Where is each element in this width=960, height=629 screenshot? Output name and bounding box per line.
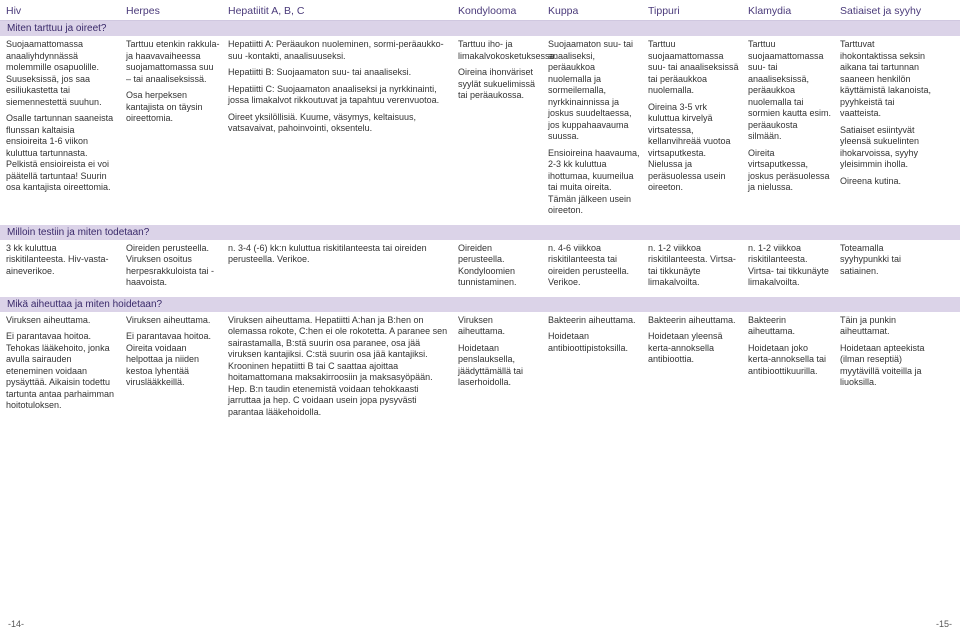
- cell-kondylooma-treatment: Viruksen aiheuttama. Hoidetaan penslauks…: [458, 315, 548, 424]
- cell-text: Viruksen aiheuttama. Hepatiitti A:han ja…: [228, 315, 450, 419]
- sti-comparison-table: Hiv Herpes Hepatiitit A, B, C Kondylooma…: [0, 0, 960, 623]
- cell-hiv-testing: 3 kk kuluttua riskitilanteesta. Hiv-vast…: [6, 243, 126, 294]
- cell-satiaiset-treatment: Täin ja punkin aiheuttamat. Hoidetaan ap…: [840, 315, 940, 424]
- cell-text: Hoidetaan apteekista (ilman reseptiä) my…: [840, 343, 932, 389]
- cell-text: Hepatiitti C: Suojaamaton anaaliseksi ja…: [228, 84, 450, 107]
- col-header-kuppa: Kuppa: [548, 5, 648, 17]
- cell-klamydia-testing: n. 1-2 viikkoa riskitilanteesta. Virtsa-…: [748, 243, 840, 294]
- cell-text: Hepatiitti B: Suojaamaton suu- tai anaal…: [228, 67, 450, 79]
- cell-text: Suojaamattomassa anaaliyhdynnässä molemm…: [6, 39, 118, 108]
- cell-text: Ensioireina haavauma, 2-3 kk kuluttua ih…: [548, 148, 640, 217]
- col-header-satiaiset: Satiaiset ja syyhy: [840, 5, 940, 17]
- section-row-cause-treatment: Viruksen aiheuttama. Ei parantavaa hoito…: [0, 312, 960, 427]
- cell-kondylooma-transmission: Tarttuu iho- ja limakalvokosketuksessa. …: [458, 39, 548, 222]
- cell-kuppa-testing: n. 4-6 viikkoa riskitilanteesta tai oire…: [548, 243, 648, 294]
- cell-text: Oireina ihonväriset syylät sukuelimissä …: [458, 67, 540, 102]
- cell-text: Bakteerin aiheuttama.: [548, 315, 640, 327]
- cell-text: Hepatiitti A: Peräaukon nuoleminen, sorm…: [228, 39, 450, 62]
- cell-text: 3 kk kuluttua riskitilanteesta. Hiv-vast…: [6, 243, 118, 278]
- cell-text: Hoidetaan joko kerta-annoksella tai anti…: [748, 343, 832, 378]
- cell-text: n. 4-6 viikkoa riskitilanteesta tai oire…: [548, 243, 640, 289]
- cell-text: Oireina 3-5 vrk kuluttua kirvelyä virtsa…: [648, 102, 740, 194]
- cell-text: Viruksen aiheuttama.: [458, 315, 540, 338]
- cell-satiaiset-testing: Toteamalla syyhypunkki tai satiainen.: [840, 243, 940, 294]
- cell-text: n. 1-2 viikkoa riskitilanteesta. Virtsa-…: [648, 243, 740, 289]
- section-row-testing: 3 kk kuluttua riskitilanteesta. Hiv-vast…: [0, 240, 960, 297]
- cell-text: Hoidetaan antibioottipistoksilla.: [548, 331, 640, 354]
- section-row-transmission: Suojaamattomassa anaaliyhdynnässä molemm…: [0, 36, 960, 225]
- cell-text: Tarttuu iho- ja limakalvokosketuksessa.: [458, 39, 540, 62]
- col-header-tippuri: Tippuri: [648, 5, 748, 17]
- cell-kondylooma-testing: Oireiden perusteella. Kondyloomien tunni…: [458, 243, 548, 294]
- cell-herpes-treatment: Viruksen aiheuttama. Ei parantavaa hoito…: [126, 315, 228, 424]
- cell-klamydia-transmission: Tarttuu suojaamattomassa suu- tai anaali…: [748, 39, 840, 222]
- cell-text: n. 1-2 viikkoa riskitilanteesta. Virtsa-…: [748, 243, 832, 289]
- cell-tippuri-testing: n. 1-2 viikkoa riskitilanteesta. Virtsa-…: [648, 243, 748, 294]
- cell-text: Suojaamaton suu- tai anaaliseksi, peräau…: [548, 39, 640, 143]
- cell-text: Ei parantavaa hoitoa. Tehokas lääkehoito…: [6, 331, 118, 412]
- cell-text: Hoidetaan penslauksella, jäädyttämällä t…: [458, 343, 540, 389]
- cell-hepatiitit-testing: n. 3-4 (-6) kk:n kuluttua riskitilantees…: [228, 243, 458, 294]
- page-number-left: -14-: [8, 619, 24, 629]
- cell-text: Bakteerin aiheuttama.: [748, 315, 832, 338]
- page-number-right: -15-: [936, 619, 952, 629]
- section-title-cause-treatment: Mikä aiheuttaa ja miten hoidetaan?: [0, 297, 960, 312]
- col-header-herpes: Herpes: [126, 5, 228, 17]
- cell-text: Toteamalla syyhypunkki tai satiainen.: [840, 243, 932, 278]
- cell-herpes-transmission: Tarttuu etenkin rakkula- ja haavavaihees…: [126, 39, 228, 222]
- cell-text: Bakteerin aiheuttama.: [648, 315, 740, 327]
- cell-text: n. 3-4 (-6) kk:n kuluttua riskitilantees…: [228, 243, 450, 266]
- cell-text: Oireena kutina.: [840, 176, 932, 188]
- cell-text: Ei parantavaa hoitoa. Oireita voidaan he…: [126, 331, 220, 389]
- col-header-kondylooma: Kondylooma: [458, 5, 548, 17]
- cell-text: Osalle tartunnan saaneista flunssan kalt…: [6, 113, 118, 194]
- cell-text: Oireet yksilöllisiä. Kuume, väsymys, kel…: [228, 112, 450, 135]
- col-header-hiv: Hiv: [6, 5, 126, 17]
- cell-hiv-transmission: Suojaamattomassa anaaliyhdynnässä molemm…: [6, 39, 126, 222]
- cell-text: Täin ja punkin aiheuttamat.: [840, 315, 932, 338]
- cell-text: Tarttuvat ihokontaktissa seksin aikana t…: [840, 39, 932, 120]
- cell-text: Viruksen aiheuttama.: [6, 315, 118, 327]
- cell-text: Satiaiset esiintyvät yleensä sukuelinten…: [840, 125, 932, 171]
- cell-text: Oireiden perusteella. Viruksen osoitus h…: [126, 243, 220, 289]
- cell-hepatiitit-treatment: Viruksen aiheuttama. Hepatiitti A:han ja…: [228, 315, 458, 424]
- col-header-hepatiitit: Hepatiitit A, B, C: [228, 5, 458, 17]
- cell-klamydia-treatment: Bakteerin aiheuttama. Hoidetaan joko ker…: [748, 315, 840, 424]
- table-header-row: Hiv Herpes Hepatiitit A, B, C Kondylooma…: [0, 0, 960, 21]
- cell-text: Tarttuu suojaamattomassa suu- tai anaali…: [748, 39, 832, 143]
- cell-tippuri-transmission: Tarttuu suojaamattomassa suu- tai anaali…: [648, 39, 748, 222]
- cell-text: Viruksen aiheuttama.: [126, 315, 220, 327]
- cell-kuppa-transmission: Suojaamaton suu- tai anaaliseksi, peräau…: [548, 39, 648, 222]
- section-title-transmission: Miten tarttuu ja oireet?: [0, 21, 960, 36]
- cell-satiaiset-transmission: Tarttuvat ihokontaktissa seksin aikana t…: [840, 39, 940, 222]
- col-header-klamydia: Klamydia: [748, 5, 840, 17]
- cell-tippuri-treatment: Bakteerin aiheuttama. Hoidetaan yleensä …: [648, 315, 748, 424]
- cell-herpes-testing: Oireiden perusteella. Viruksen osoitus h…: [126, 243, 228, 294]
- cell-text: Tarttuu suojaamattomassa suu- tai anaali…: [648, 39, 740, 97]
- cell-hepatiitit-transmission: Hepatiitti A: Peräaukon nuoleminen, sorm…: [228, 39, 458, 222]
- cell-hiv-treatment: Viruksen aiheuttama. Ei parantavaa hoito…: [6, 315, 126, 424]
- cell-text: Oireita virtsaputkessa, joskus peräsuole…: [748, 148, 832, 194]
- cell-kuppa-treatment: Bakteerin aiheuttama. Hoidetaan antibioo…: [548, 315, 648, 424]
- section-title-testing: Milloin testiin ja miten todetaan?: [0, 225, 960, 240]
- cell-text: Oireiden perusteella. Kondyloomien tunni…: [458, 243, 540, 289]
- cell-text: Osa herpeksen kantajista on täysin oiree…: [126, 90, 220, 125]
- cell-text: Hoidetaan yleensä kerta-annoksella antib…: [648, 331, 740, 366]
- cell-text: Tarttuu etenkin rakkula- ja haavavaihees…: [126, 39, 220, 85]
